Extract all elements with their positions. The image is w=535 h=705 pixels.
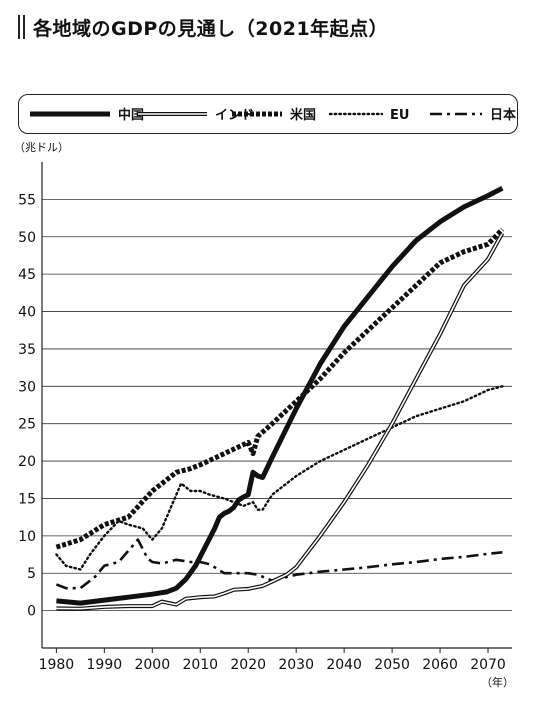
x-tick-label-1990: 1990 <box>87 657 123 673</box>
legend-label-米国: 米国 <box>290 107 316 123</box>
series-path-中国 <box>56 185 504 606</box>
x-tick-label-2050: 2050 <box>374 657 410 673</box>
series-path-inner-インド <box>56 232 504 610</box>
y-tick-label-50: 50 <box>18 230 36 246</box>
y-tick-label-40: 40 <box>18 305 36 321</box>
series-line-米国 <box>55 227 505 550</box>
legend-item-米国: 米国 <box>232 107 316 123</box>
x-axis-unit-label: （年） <box>481 675 514 689</box>
chart-title: 各地域のGDPの見通し（2021年起点） <box>33 17 389 40</box>
series-path-インド <box>56 232 505 611</box>
x-tick-label-1980: 1980 <box>39 657 75 673</box>
y-tick-label-55: 55 <box>18 192 36 208</box>
x-tick-label-2060: 2060 <box>422 657 458 673</box>
series-path-日本 <box>55 538 503 590</box>
y-tick-label-5: 5 <box>27 566 36 582</box>
x-tick-label-2040: 2040 <box>326 657 362 673</box>
series-path-米国 <box>55 227 505 550</box>
y-tick-label-25: 25 <box>18 417 36 433</box>
series-line-日本 <box>55 538 503 590</box>
series-line-インド <box>56 232 505 611</box>
x-tick-label-2020: 2020 <box>230 657 266 673</box>
legend-item-インド: インド <box>138 108 254 123</box>
y-tick-label-35: 35 <box>18 342 36 358</box>
series-line-中国 <box>56 185 504 606</box>
x-tick-label-2010: 2010 <box>182 657 218 673</box>
title-block: 各地域のGDPの見通し（2021年起点） <box>18 12 388 42</box>
legend-item-日本: 日本 <box>430 107 516 123</box>
title-bar-marks <box>18 15 25 39</box>
legend-box <box>18 94 518 134</box>
y-tick-label-10: 10 <box>18 529 36 545</box>
legend-label-中国: 中国 <box>118 107 144 123</box>
legend-label-EU: EU <box>390 108 409 123</box>
y-tick-label-45: 45 <box>18 267 36 283</box>
x-tick-label-2000: 2000 <box>134 657 170 673</box>
legend-label-日本: 日本 <box>490 107 516 123</box>
y-axis-unit-label: （兆ドル） <box>14 141 69 154</box>
legend-item-EU: EU <box>328 108 409 123</box>
x-tick-label-2070: 2070 <box>470 657 506 673</box>
y-tick-label-30: 30 <box>18 379 36 395</box>
x-tick-label-2030: 2030 <box>278 657 314 673</box>
legend-item-中国: 中国 <box>30 107 144 123</box>
y-tick-label-0: 0 <box>27 604 36 620</box>
y-tick-label-15: 15 <box>18 491 36 507</box>
y-tick-label-20: 20 <box>18 454 36 470</box>
